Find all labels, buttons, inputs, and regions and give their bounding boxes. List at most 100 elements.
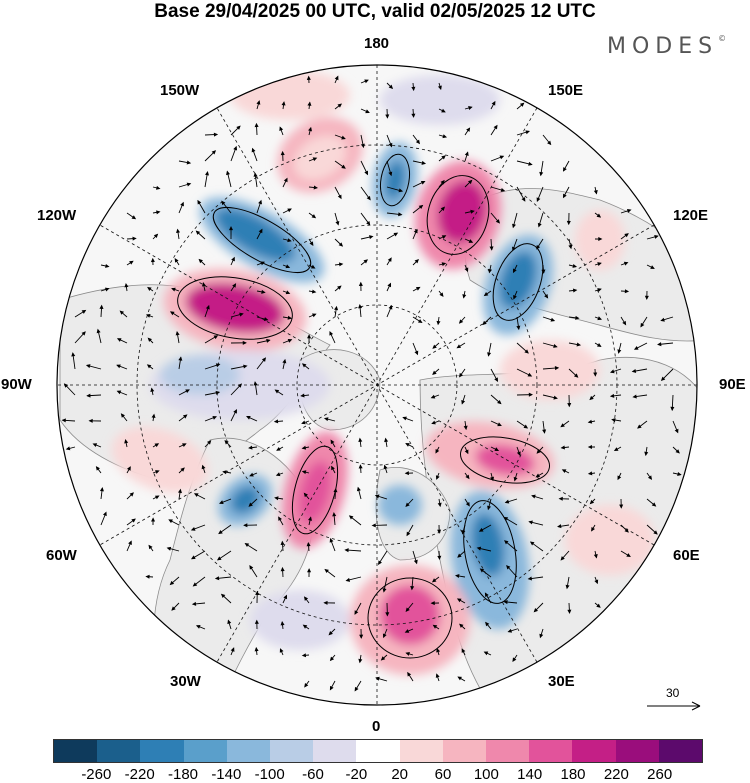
lon-label-90e: 90E: [719, 376, 746, 393]
wind-vector-head: [345, 577, 351, 582]
wind-vector-head: [407, 671, 412, 677]
wind-vector-head: [330, 439, 335, 445]
wind-vector-head: [478, 527, 484, 532]
wind-vector-head: [483, 292, 489, 297]
wind-vector-head: [482, 320, 487, 326]
wind-vector-head: [258, 199, 262, 205]
wind-vector-head: [594, 579, 599, 585]
wind-vector-head: [439, 292, 444, 297]
wind-vector-head: [417, 319, 423, 324]
wind-vector-head: [435, 673, 440, 678]
anomaly-blob: [500, 340, 600, 400]
wind-vector-head: [382, 588, 387, 593]
anomaly-blob: [160, 355, 240, 395]
reference-vector-label: 30: [666, 686, 680, 700]
colorbar-swatch: [658, 740, 703, 762]
wind-vector-head: [437, 555, 442, 561]
wind-vector-head: [280, 621, 285, 626]
wind-vector-head: [430, 601, 435, 606]
wind-vector-head: [503, 600, 508, 605]
wind-vector-head: [387, 257, 392, 262]
wind-vector-head: [255, 590, 260, 595]
wind-vector-head: [405, 502, 410, 508]
wind-vector-head: [354, 610, 359, 615]
wind-vector-head: [525, 130, 531, 135]
wind-vector-head: [653, 530, 658, 535]
wind-vector-head: [258, 228, 263, 234]
wind-vector-head: [657, 342, 662, 347]
anomaly-blob: [298, 460, 332, 524]
wind-vector-head: [360, 143, 365, 149]
wind-vector-head: [301, 363, 307, 368]
logo-text: MODES: [607, 34, 719, 59]
wind-vector-head: [215, 363, 221, 368]
wind-vector-head: [487, 352, 492, 357]
wind-vector-head: [154, 443, 160, 448]
wind-vector-head: [405, 443, 410, 447]
wind-vector-head: [104, 287, 110, 292]
wind-vector-head: [512, 246, 516, 252]
wind-vector-head: [442, 134, 448, 139]
wind-vector-head: [280, 540, 285, 545]
wind-vector-head: [287, 238, 292, 243]
colorbar-swatch: [313, 740, 357, 762]
wind-vector-head: [398, 188, 404, 193]
wind-vector-head: [596, 213, 602, 218]
wind-vector-head: [456, 598, 462, 603]
wind-vector-head: [457, 553, 462, 558]
wind-vector-head: [369, 235, 374, 240]
modes-logo: MODES©: [607, 34, 726, 59]
wind-vector-head: [287, 208, 292, 213]
wind-vector-head: [358, 658, 363, 664]
wind-vector-head: [466, 127, 471, 132]
wind-vector-head: [154, 495, 160, 500]
wind-vector-head: [231, 256, 235, 262]
wind-vector-head: [344, 548, 349, 553]
wind-vector-head: [566, 220, 571, 226]
wind-vector-head: [651, 502, 657, 507]
wind-vector-head: [561, 469, 567, 474]
wind-vector-head: [263, 317, 269, 321]
wind-vector-head: [178, 356, 183, 361]
wind-vector-head: [536, 449, 541, 454]
wind-vector-head: [279, 648, 284, 653]
wind-vector-head: [215, 390, 221, 395]
contour-line: [426, 175, 490, 255]
wind-vector-head: [587, 471, 593, 476]
wind-vector-head: [593, 190, 598, 195]
wind-vector-head: [388, 84, 394, 90]
wind-vector-head: [338, 242, 344, 247]
wind-vector-head: [493, 124, 498, 130]
wind-vector-head: [307, 334, 312, 339]
wind-vector-head: [484, 592, 489, 597]
wind-vector-head: [527, 576, 533, 581]
wind-vector-head: [205, 171, 210, 176]
wind-vector-head: [356, 486, 361, 492]
wind-vector-head: [175, 330, 180, 336]
wind-vector-head: [377, 560, 382, 566]
wind-vector-head: [436, 647, 441, 653]
wind-vector-head: [415, 139, 420, 145]
wind-vector-head: [457, 676, 462, 681]
wind-vector-head: [334, 305, 339, 311]
wind-vector-head: [503, 516, 509, 521]
wind-vector-head: [132, 236, 137, 241]
wind-vector-head: [476, 546, 482, 551]
wind-vector-head: [432, 624, 438, 629]
wind-vector-head: [261, 289, 266, 294]
wind-vector-head: [205, 304, 210, 310]
wind-vector-head: [155, 470, 160, 474]
wind-vector-head: [619, 504, 624, 509]
wind-vector-head: [441, 155, 446, 160]
wind-vector-head: [632, 394, 637, 399]
wind-vector-head: [306, 541, 311, 547]
wind-vector-head: [459, 372, 464, 378]
wind-vector-head: [185, 389, 190, 394]
wind-vector-head: [622, 320, 627, 326]
wind-vector-head: [633, 346, 639, 350]
wind-vector-head: [99, 487, 104, 492]
wind-vector-head: [333, 487, 338, 493]
colorbar-tick-label: -100: [254, 766, 285, 783]
wind-vector-head: [301, 445, 307, 450]
colorbar-swatch: [97, 740, 141, 762]
